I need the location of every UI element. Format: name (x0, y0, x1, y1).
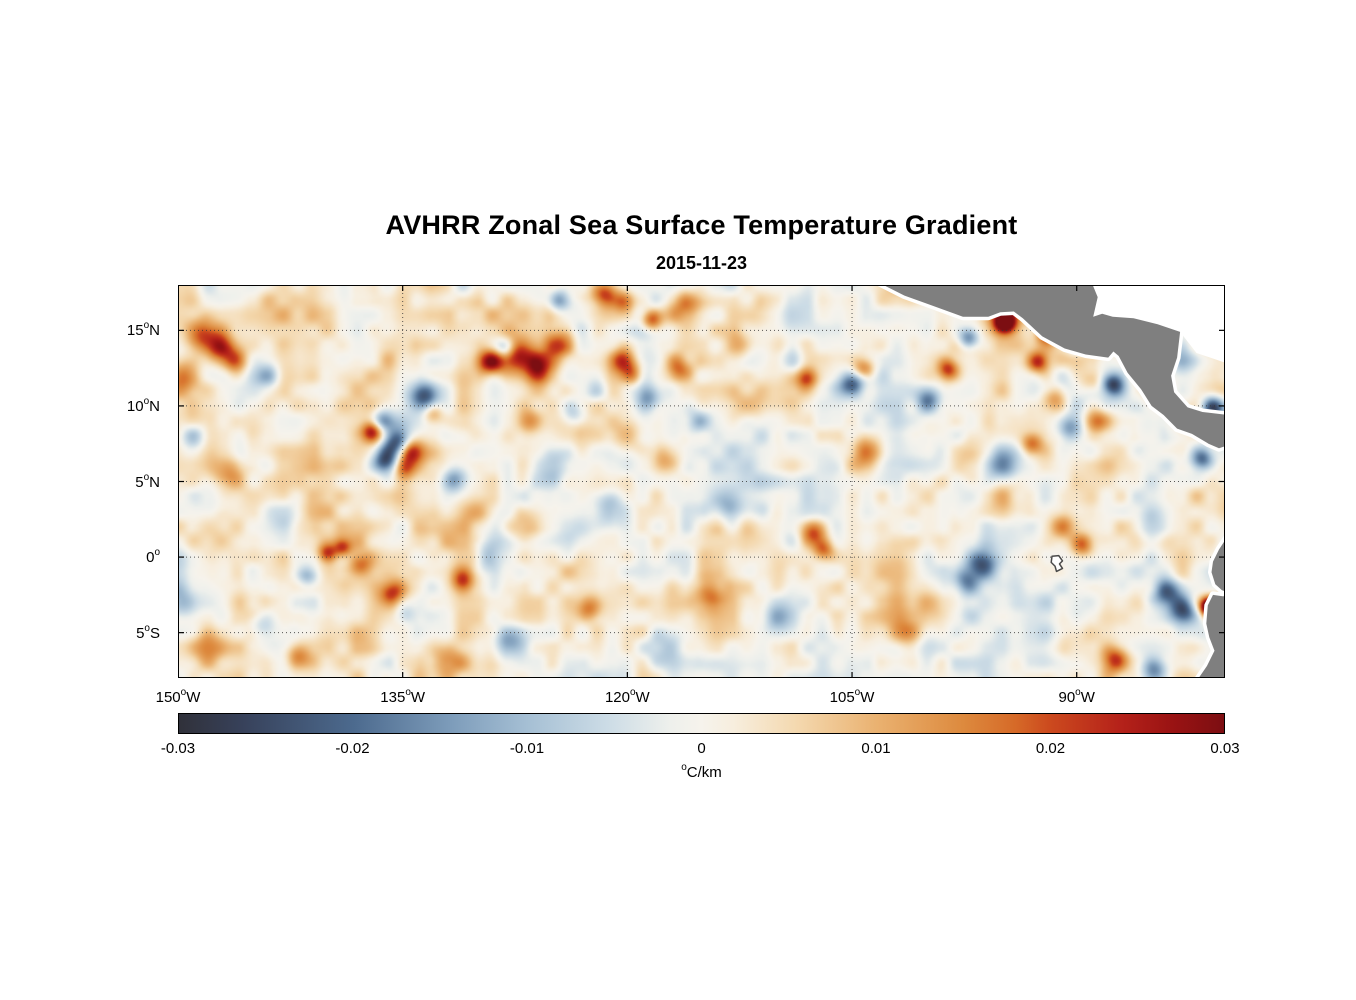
x-tick-label: 105oW (829, 687, 875, 706)
colorbar-tick-label: -0.03 (160, 740, 196, 757)
y-tick-label-hemisphere: N (149, 322, 160, 340)
x-tick-label-hemisphere: W (410, 689, 426, 706)
y-tick-label-value: 5 (136, 624, 145, 642)
y-axis-ticks: 15oN 10oN 5oN 0o 5oS (0, 285, 170, 678)
x-tick-label-hemisphere: W (1080, 689, 1095, 706)
colorbar-tick-label: -0.01 (509, 740, 545, 757)
y-tick-label-hemisphere: N (149, 473, 160, 491)
degree-symbol: o (180, 687, 187, 698)
y-tick-label: 10oN (126, 395, 160, 415)
y-tick-label: 5oN (135, 471, 160, 491)
x-tick-label-value: 150 (155, 689, 181, 706)
degree-symbol: o (143, 471, 150, 483)
colorbar-unit-label: oC/km (178, 762, 1225, 781)
map-overlay (178, 285, 1225, 678)
y-tick-label-value: 5 (135, 473, 144, 491)
x-tick-label-value: 135 (380, 689, 406, 706)
y-tick-label: 15oN (126, 320, 160, 340)
colorbar (178, 713, 1225, 734)
land-south-america (1198, 540, 1225, 678)
y-tick-label: 0o (146, 547, 160, 567)
x-axis-ticks: 150oW 135oW 120oW 105oW 90oW (156, 686, 1225, 712)
x-tick-label-value: 105 (829, 689, 855, 706)
colorbar-tick-label: 0.01 (861, 740, 891, 757)
y-tick-label-hemisphere: N (149, 397, 160, 415)
x-tick-label: 90oW (1058, 687, 1095, 706)
colorbar-tick-label: 0.03 (1210, 740, 1240, 757)
x-tick-label-hemisphere: W (635, 689, 650, 706)
y-tick-label-value: 0 (146, 549, 155, 567)
y-tick-label-value: 10 (126, 397, 144, 415)
y-tick-label-value: 15 (126, 322, 144, 340)
chart-title: AVHRR Zonal Sea Surface Temperature Grad… (385, 210, 1018, 240)
colorbar-ticks: -0.03 -0.02 -0.01 0 0.01 0.02 0.03 (161, 740, 1240, 762)
unit-degree-symbol: o (681, 762, 687, 773)
colorbar-gradient (179, 714, 1224, 733)
map-plot (178, 285, 1225, 678)
x-tick-label-value: 90 (1058, 689, 1076, 706)
unit-text: C/km (686, 764, 722, 781)
y-tick-label-hemisphere: S (149, 624, 160, 642)
x-tick-label-value: 120 (604, 689, 630, 706)
land-central-america (883, 285, 1225, 449)
chart-subtitle: 2015-11-23 (655, 253, 748, 273)
x-tick-label-hemisphere: W (186, 689, 201, 706)
degree-symbol: o (154, 547, 160, 559)
degree-symbol: o (144, 622, 150, 634)
degree-symbol: o (1075, 687, 1081, 698)
colorbar-tick-label: 0.02 (1035, 740, 1066, 757)
galapagos-islands (1050, 554, 1064, 573)
y-tick-label: 5oS (136, 622, 160, 642)
degree-symbol: o (629, 687, 636, 698)
x-tick-label: 135oW (380, 687, 426, 706)
degree-symbol: o (854, 687, 861, 698)
degree-symbol: o (143, 395, 150, 407)
x-tick-label: 120oW (604, 687, 650, 706)
colorbar-tick-label: 0 (697, 740, 706, 757)
x-tick-label: 150oW (155, 687, 201, 706)
degree-symbol: o (405, 687, 411, 698)
degree-symbol: o (143, 320, 150, 332)
x-tick-label-hemisphere: W (860, 689, 875, 706)
colorbar-tick-label: -0.02 (335, 740, 370, 757)
